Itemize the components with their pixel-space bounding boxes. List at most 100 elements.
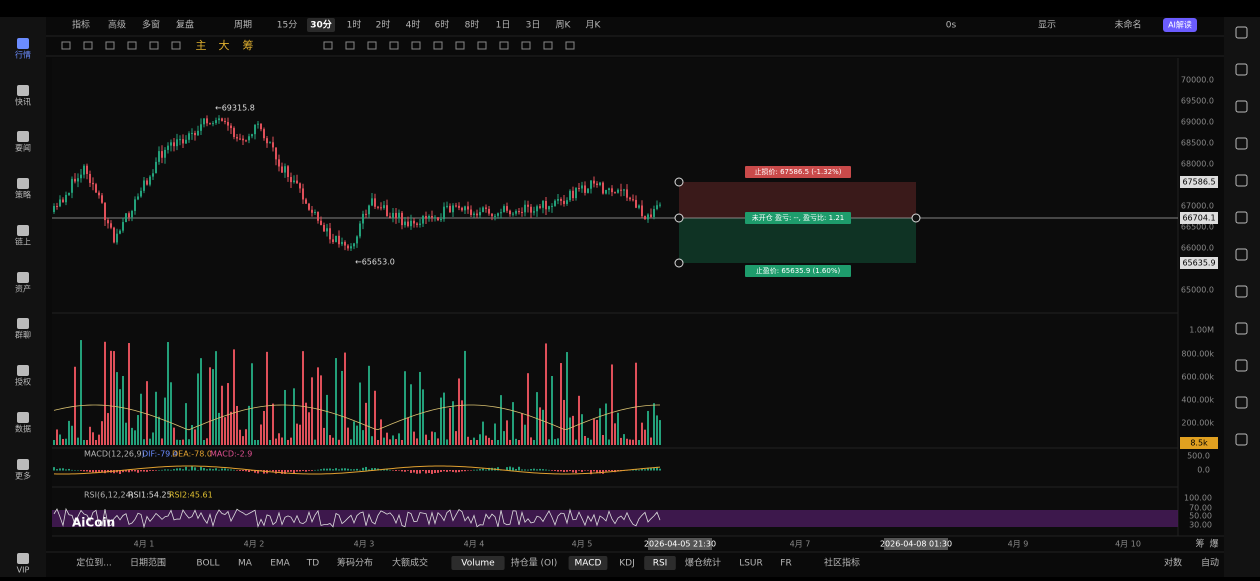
tool-icon[interactable] [389, 41, 399, 50]
bottom-tab[interactable]: 大额成交 [392, 557, 428, 569]
handle[interactable] [674, 177, 684, 187]
right-tool-icon[interactable] [1235, 137, 1248, 150]
tool-icon[interactable] [149, 41, 159, 50]
bottom-tab[interactable]: Volume [461, 559, 495, 569]
tool-icon[interactable] [455, 41, 465, 50]
toolbar-button[interactable]: 指标 [72, 19, 90, 31]
sidebar-item[interactable]: 群聊 [15, 330, 31, 340]
handle[interactable] [674, 213, 684, 223]
toolbar-button[interactable]: 显示 [1038, 20, 1056, 31]
bottom-tab[interactable]: LSUR [739, 559, 763, 569]
sidebar-icon[interactable] [17, 38, 29, 49]
tool-icon[interactable] [105, 41, 115, 50]
sidebar-icon[interactable] [17, 131, 29, 142]
draw-tool[interactable]: 大 [219, 38, 230, 52]
toolbar-button[interactable]: 未命名 [1114, 19, 1141, 31]
toolbar-button[interactable]: AI解读 [1168, 20, 1192, 30]
toolbar-button[interactable]: 高级 [108, 19, 126, 31]
period-button[interactable]: 6时 [435, 19, 450, 31]
bottom-tab[interactable]: TD [306, 559, 319, 569]
tool-icon[interactable] [345, 41, 355, 50]
right-tool-icon[interactable] [1235, 63, 1248, 76]
right-tool-icon[interactable] [1235, 433, 1248, 446]
bottom-tab[interactable]: FR [780, 559, 791, 569]
sidebar-icon[interactable] [17, 412, 29, 423]
toolbar-button[interactable]: 复盘 [176, 19, 194, 31]
draw-tool[interactable]: 筹 [243, 38, 254, 52]
sidebar-icon[interactable] [17, 318, 29, 329]
period-button[interactable]: 8时 [465, 19, 480, 31]
tool-icon[interactable] [83, 41, 93, 50]
handle[interactable] [911, 213, 921, 223]
right-tool-icon[interactable] [1235, 322, 1248, 335]
right-tool-icon[interactable] [1235, 211, 1248, 224]
right-tool-icon[interactable] [1235, 248, 1248, 261]
period-button[interactable]: 4时 [406, 19, 421, 31]
sidebar-icon[interactable] [17, 365, 29, 376]
tool-icon[interactable] [433, 41, 443, 50]
tool-icon[interactable] [171, 41, 181, 50]
handle[interactable] [674, 258, 684, 268]
sidebar-icon[interactable] [17, 178, 29, 189]
right-tool-icon[interactable] [1235, 26, 1248, 39]
tool-icon[interactable] [565, 41, 575, 50]
x-axis-tool[interactable]: 筹 [1195, 538, 1204, 550]
period-button[interactable]: 周K [556, 20, 572, 31]
sidebar-icon[interactable] [17, 272, 29, 283]
toolbar-button[interactable]: 0s [946, 21, 957, 31]
bottom-tab[interactable]: RSI [653, 559, 668, 569]
tool-icon[interactable] [367, 41, 377, 50]
bottom-tab[interactable]: 筹码分布 [337, 557, 373, 569]
sidebar-item[interactable]: 授权 [15, 377, 31, 387]
sidebar-icon[interactable] [17, 85, 29, 96]
tool-icon[interactable] [411, 41, 421, 50]
right-tool-icon[interactable] [1235, 100, 1248, 113]
tool-icon[interactable] [543, 41, 553, 50]
sidebar-icon[interactable] [17, 225, 29, 236]
tool-icon[interactable] [521, 41, 531, 50]
period-button[interactable]: 2时 [376, 19, 391, 31]
period-button[interactable]: 15分 [277, 20, 297, 31]
bottom-tab[interactable]: MACD [575, 559, 602, 569]
tool-icon[interactable] [323, 41, 333, 50]
toolbar-button[interactable]: 周期 [234, 20, 252, 31]
x-axis-tool[interactable]: 爆 [1209, 538, 1218, 550]
bottom-tab[interactable]: 定位到... [76, 557, 112, 569]
bottom-option[interactable]: 对数 [1164, 557, 1182, 569]
sidebar-item[interactable]: 策略 [15, 190, 31, 200]
sidebar-icon[interactable] [17, 553, 29, 564]
right-tool-icon[interactable] [1235, 359, 1248, 372]
period-button[interactable]: 月K [586, 20, 602, 31]
period-button[interactable]: 30分 [310, 19, 332, 31]
sidebar-item[interactable]: 要闻 [15, 144, 31, 153]
bottom-tab[interactable]: EMA [270, 559, 290, 569]
draw-tool[interactable]: 主 [196, 39, 207, 52]
bottom-tab[interactable]: 日期范围 [130, 557, 166, 569]
bottom-tab[interactable]: 持仓量 (OI) [511, 557, 558, 569]
right-tool-icon[interactable] [1235, 396, 1248, 409]
bottom-tab[interactable]: 爆仓统计 [685, 557, 721, 569]
sidebar-item[interactable]: 资产 [15, 284, 31, 294]
bottom-option[interactable]: 自动 [1201, 557, 1219, 569]
sidebar-item[interactable]: 快讯 [15, 97, 31, 107]
sidebar-item[interactable]: VIP [17, 566, 30, 575]
right-tool-icon[interactable] [1235, 285, 1248, 298]
sidebar-item[interactable]: 更多 [15, 471, 31, 481]
sidebar-item[interactable]: 数据 [15, 424, 31, 434]
tool-icon[interactable] [127, 41, 137, 50]
period-button[interactable]: 1时 [347, 19, 362, 31]
tool-icon[interactable] [499, 41, 509, 50]
toolbar-button[interactable]: 多窗 [142, 19, 160, 31]
sidebar-item[interactable]: 链上 [15, 237, 31, 247]
period-button[interactable]: 1日 [496, 20, 511, 31]
sidebar-item[interactable]: 行情 [15, 50, 31, 60]
bottom-tab[interactable]: 社区指标 [824, 557, 860, 569]
period-button[interactable]: 3日 [526, 20, 541, 31]
bottom-tab[interactable]: KDJ [619, 559, 635, 569]
bottom-tab[interactable]: MA [238, 559, 253, 569]
bottom-tab[interactable]: BOLL [196, 559, 219, 569]
right-tool-icon[interactable] [1235, 174, 1248, 187]
sidebar-icon[interactable] [17, 459, 29, 470]
tool-icon[interactable] [61, 41, 71, 50]
tool-icon[interactable] [477, 41, 487, 50]
